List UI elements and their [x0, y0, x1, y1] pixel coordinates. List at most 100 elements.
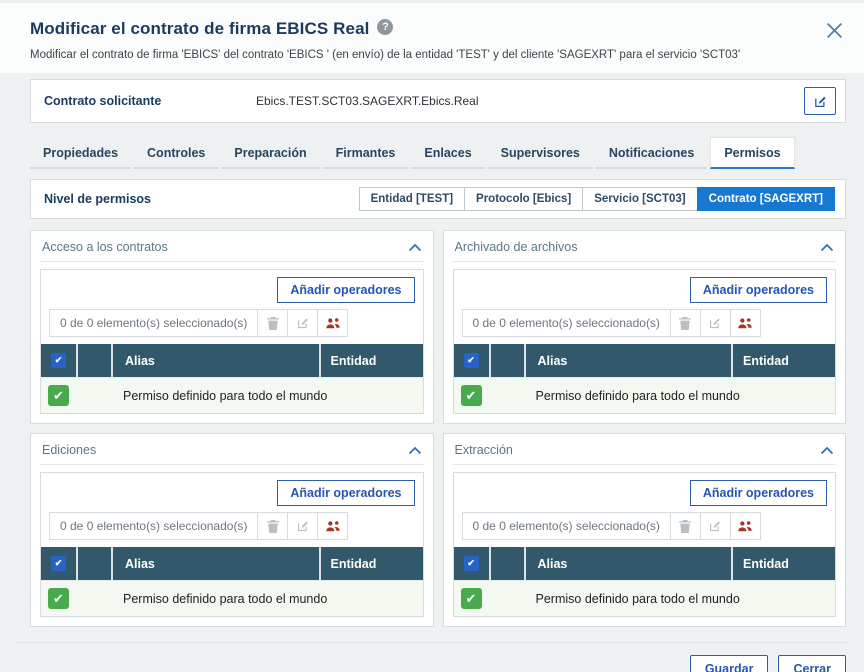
- column-spacer: [488, 344, 524, 377]
- column-spacer: [76, 547, 111, 580]
- edit-icon: [710, 318, 721, 329]
- trash-icon: [679, 316, 692, 330]
- column-alias: Alias: [111, 344, 319, 377]
- delete-button[interactable]: [669, 513, 700, 539]
- edit-icon: [297, 521, 308, 532]
- column-spacer: [488, 547, 524, 580]
- table-row: ✔ Permiso definido para todo el mundo: [453, 580, 835, 616]
- permission-row-text: Permiso definido para todo el mundo: [535, 388, 740, 403]
- panel-title: Ediciones: [42, 443, 97, 457]
- permission-checkbox[interactable]: ✔: [460, 385, 482, 406]
- contract-label: Contrato solicitante: [44, 94, 162, 108]
- dialog-header: Modificar el contrato de firma EBICS Rea…: [0, 0, 864, 73]
- edit-icon: [297, 318, 308, 329]
- select-all-checkbox[interactable]: ✔: [463, 556, 479, 571]
- edit-row-button[interactable]: [287, 310, 317, 336]
- trash-icon: [266, 519, 279, 533]
- edit-contract-button[interactable]: [804, 87, 836, 115]
- operators-button[interactable]: [317, 310, 347, 336]
- add-operators-button[interactable]: Añadir operadores: [277, 480, 415, 506]
- chevron-up-icon[interactable]: [820, 243, 834, 252]
- level-servicio-button[interactable]: Servicio [SCT03]: [582, 187, 698, 211]
- table-header: ✔ Alias Entidad: [41, 547, 423, 580]
- selection-toolbar: 0 de 0 elemento(s) seleccionado(s): [49, 512, 349, 540]
- select-all-checkbox[interactable]: ✔: [51, 556, 66, 571]
- tab-propiedades[interactable]: Propiedades: [30, 138, 132, 169]
- permission-checkbox[interactable]: ✔: [48, 385, 69, 406]
- delete-button[interactable]: [669, 310, 700, 336]
- operators-button[interactable]: [729, 310, 760, 336]
- table-header: ✔ Alias Entidad: [41, 344, 423, 377]
- chevron-up-icon[interactable]: [408, 243, 422, 252]
- tab-controles[interactable]: Controles: [134, 138, 219, 169]
- chevron-up-icon[interactable]: [820, 446, 834, 455]
- contract-bar: Contrato solicitante Ebics.TEST.SCT03.SA…: [30, 79, 846, 123]
- level-entidad-button[interactable]: Entidad [TEST]: [358, 187, 466, 211]
- tab-notificaciones[interactable]: Notificaciones: [595, 138, 708, 169]
- column-alias: Alias: [523, 547, 732, 580]
- column-alias: Alias: [523, 344, 732, 377]
- panel-archivado-archivos: Archivado de archivos Añadir operadores …: [442, 230, 846, 424]
- dialog-subtitle: Modificar el contrato de firma 'EBICS' d…: [30, 49, 741, 61]
- column-entidad: Entidad: [318, 344, 423, 377]
- tab-permisos[interactable]: Permisos: [710, 137, 795, 169]
- edit-row-button[interactable]: [699, 310, 730, 336]
- panel-ediciones: Ediciones Añadir operadores 0 de 0 eleme…: [30, 433, 434, 627]
- permission-level-label: Nivel de permisos: [44, 192, 151, 206]
- panel-title: Acceso a los contratos: [42, 240, 168, 254]
- delete-button[interactable]: [257, 310, 287, 336]
- edit-row-button[interactable]: [287, 513, 317, 539]
- trash-icon: [266, 316, 279, 330]
- contract-value: Ebics.TEST.SCT03.SAGEXRT.Ebics.Real: [256, 94, 479, 108]
- table-row: ✔ Permiso definido para todo el mundo: [453, 377, 835, 413]
- level-contrato-button[interactable]: Contrato [SAGEXRT]: [696, 187, 835, 211]
- panel-extraccion: Extracción Añadir operadores 0 de 0 elem…: [442, 433, 846, 627]
- level-protocolo-button[interactable]: Protocolo [Ebics]: [464, 187, 584, 211]
- people-icon: [326, 317, 340, 328]
- close-button[interactable]: Cerrar: [778, 655, 846, 672]
- operators-button[interactable]: [317, 513, 347, 539]
- edit-icon: [710, 521, 721, 532]
- dialog-title: Modificar el contrato de firma EBICS Rea…: [30, 19, 370, 38]
- tab-bar: Propiedades Controles Preparación Firman…: [30, 137, 846, 169]
- selection-count: 0 de 0 elemento(s) seleccionado(s): [472, 519, 660, 533]
- select-all-checkbox[interactable]: ✔: [51, 353, 66, 368]
- permission-row-text: Permiso definido para todo el mundo: [535, 591, 740, 606]
- tab-firmantes[interactable]: Firmantes: [322, 138, 409, 169]
- permission-checkbox[interactable]: ✔: [48, 588, 69, 609]
- tab-supervisores[interactable]: Supervisores: [487, 138, 593, 169]
- tab-enlaces[interactable]: Enlaces: [411, 138, 485, 169]
- panel-title: Extracción: [454, 443, 513, 457]
- column-entidad: Entidad: [731, 547, 835, 580]
- table-header: ✔ Alias Entidad: [453, 344, 835, 377]
- operators-button[interactable]: [729, 513, 760, 539]
- selection-toolbar: 0 de 0 elemento(s) seleccionado(s): [49, 309, 349, 337]
- permission-checkbox[interactable]: ✔: [460, 588, 482, 609]
- help-icon[interactable]: ?: [377, 19, 394, 35]
- people-icon: [738, 317, 753, 328]
- edit-icon: [814, 96, 826, 107]
- close-icon[interactable]: [823, 19, 846, 42]
- selection-count: 0 de 0 elemento(s) seleccionado(s): [60, 316, 248, 330]
- table-row: ✔ Permiso definido para todo el mundo: [41, 377, 423, 413]
- selection-count: 0 de 0 elemento(s) seleccionado(s): [472, 316, 660, 330]
- add-operators-button[interactable]: Añadir operadores: [689, 277, 827, 303]
- column-alias: Alias: [111, 547, 319, 580]
- people-icon: [326, 520, 340, 531]
- add-operators-button[interactable]: Añadir operadores: [277, 277, 415, 303]
- panels-grid: Acceso a los contratos Añadir operadores…: [30, 230, 846, 627]
- edit-row-button[interactable]: [699, 513, 730, 539]
- save-button[interactable]: Guardar: [689, 655, 769, 672]
- permission-row-text: Permiso definido para todo el mundo: [123, 388, 328, 403]
- people-icon: [738, 520, 753, 531]
- table-row: ✔ Permiso definido para todo el mundo: [41, 580, 423, 616]
- permission-row-text: Permiso definido para todo el mundo: [123, 591, 328, 606]
- chevron-up-icon[interactable]: [408, 446, 422, 455]
- permission-level-group: Entidad [TEST] Protocolo [Ebics] Servici…: [358, 187, 835, 211]
- add-operators-button[interactable]: Añadir operadores: [689, 480, 827, 506]
- tab-preparacion[interactable]: Preparación: [221, 138, 320, 169]
- trash-icon: [679, 519, 692, 533]
- delete-button[interactable]: [257, 513, 287, 539]
- select-all-checkbox[interactable]: ✔: [463, 353, 479, 368]
- permission-level-bar: Nivel de permisos Entidad [TEST] Protoco…: [30, 179, 846, 219]
